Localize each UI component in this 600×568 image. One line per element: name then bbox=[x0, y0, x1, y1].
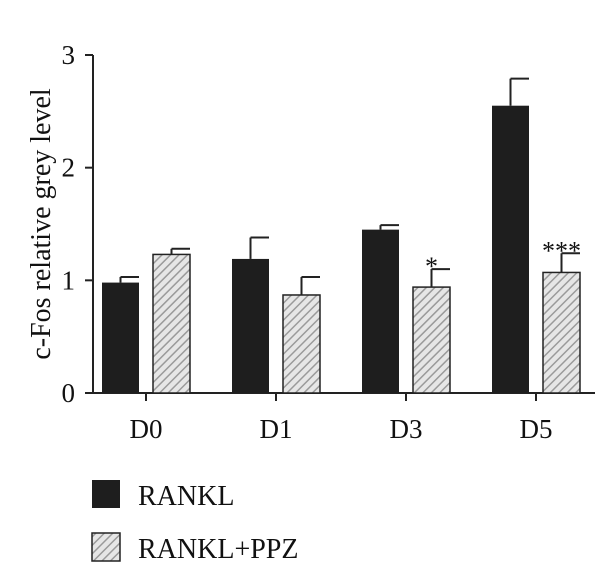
bar-rankl-d5 bbox=[492, 105, 529, 393]
legend-swatch-rankl bbox=[92, 480, 120, 508]
significance-markers: **** bbox=[425, 236, 581, 281]
y-tick-label: 2 bbox=[62, 153, 76, 183]
significance-d5: *** bbox=[542, 236, 581, 265]
legend-label-rankl-ppz: RANKL+PPZ bbox=[138, 534, 298, 565]
bar-rankl-d3 bbox=[362, 229, 399, 393]
x-tick-label-d5: D5 bbox=[520, 414, 553, 444]
error-bars bbox=[119, 77, 580, 295]
significance-d3: * bbox=[425, 252, 438, 281]
x-tick-label-d1: D1 bbox=[260, 414, 293, 444]
bar-rankl-ppz-d3 bbox=[412, 286, 451, 394]
legend-label-rankl: RANKL bbox=[138, 481, 234, 512]
legend-swatch-rankl-ppz bbox=[91, 532, 121, 562]
y-tick-labels: 0 1 2 3 bbox=[62, 40, 76, 408]
x-tick-label-d3: D3 bbox=[390, 414, 423, 444]
bar-rankl-ppz-d5 bbox=[542, 271, 581, 394]
y-tick-label: 1 bbox=[62, 265, 76, 295]
x-tick-label-d0: D0 bbox=[130, 414, 163, 444]
y-tick-label: 3 bbox=[62, 40, 76, 70]
bars bbox=[102, 105, 581, 394]
bar-rankl-d1 bbox=[232, 258, 269, 393]
bar-rankl-ppz-d0 bbox=[152, 253, 191, 394]
y-tick-label: 0 bbox=[62, 378, 76, 408]
legend: RANKL RANKL+PPZ bbox=[91, 480, 298, 565]
y-axis-title: c-Fos relative grey level bbox=[26, 88, 57, 360]
x-tick-labels: D0 D1 D3 D5 bbox=[130, 414, 553, 444]
bar-rankl-ppz-d1 bbox=[282, 294, 321, 394]
bar-rankl-d0 bbox=[102, 282, 139, 393]
